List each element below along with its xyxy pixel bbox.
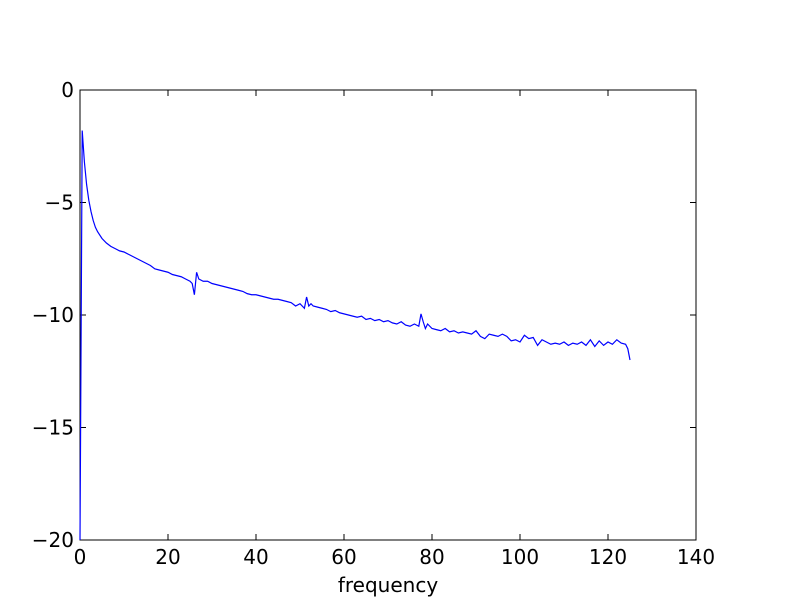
plot-area (79, 89, 697, 541)
x-tick-label: 60 (331, 545, 356, 569)
y-tick-label: −10 (32, 303, 74, 327)
y-tick-label: 0 (61, 78, 74, 102)
x-tick-label: 140 (677, 545, 715, 569)
axis-tick-labels: 0 20 40 60 80 100 120 140 0 −5 −10 −15 −20 (32, 78, 715, 569)
x-tick-label: 0 (74, 545, 87, 569)
y-tick-label: −20 (32, 528, 74, 552)
axis-ticks (79, 89, 697, 541)
x-tick-label: 20 (155, 545, 180, 569)
y-tick-label: −5 (45, 191, 74, 215)
y-tick-label: −15 (32, 416, 74, 440)
x-tick-label: 120 (589, 545, 627, 569)
series-line (79, 130, 631, 541)
x-axis-label: frequency (338, 573, 438, 597)
x-tick-label: 80 (419, 545, 444, 569)
x-tick-label: 40 (243, 545, 268, 569)
x-tick-label: 100 (501, 545, 539, 569)
